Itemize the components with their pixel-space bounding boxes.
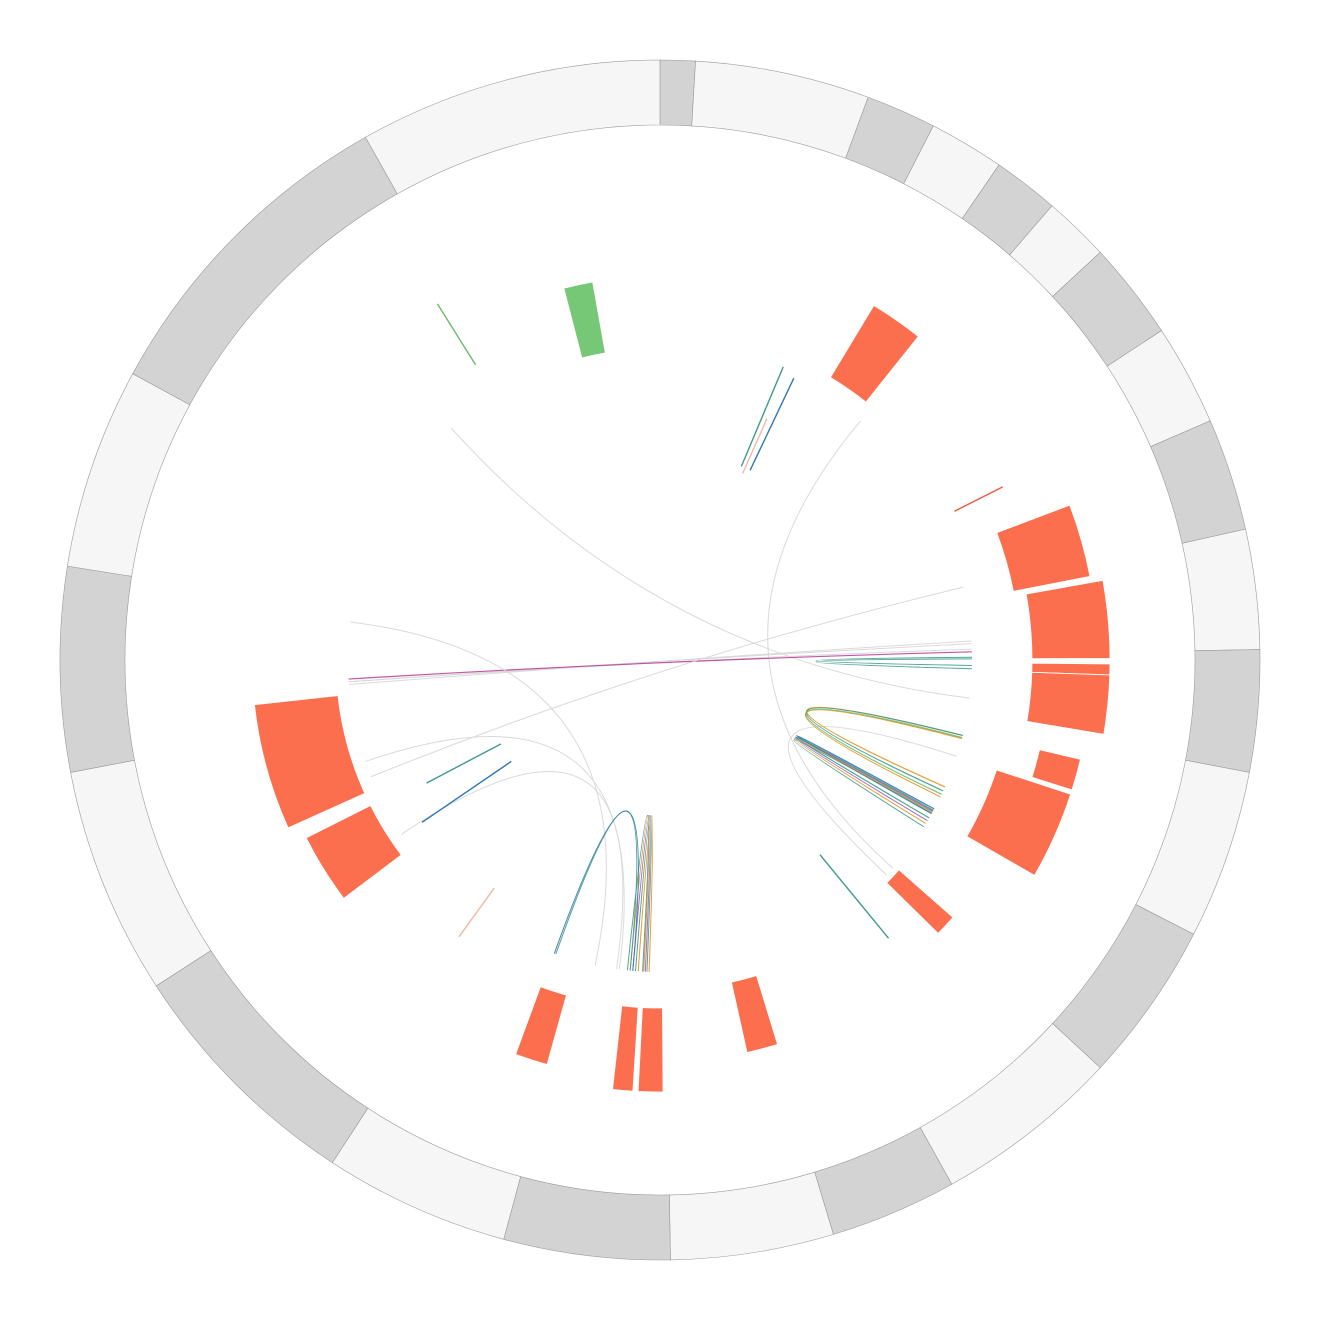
- ideogram-segment-19: [155, 950, 369, 1164]
- track-block-12: [612, 1005, 639, 1092]
- track-block-2: [829, 304, 919, 403]
- ideogram-segment-24: [365, 59, 661, 195]
- ideogram-segment-18: [331, 1107, 521, 1240]
- link-18: [794, 737, 934, 822]
- track-block-1: [563, 281, 606, 359]
- track-block-14: [305, 805, 402, 899]
- link-15: [804, 709, 963, 798]
- radial-tick-2: [742, 418, 768, 474]
- link-21: [815, 656, 972, 666]
- radial-tick-layer: [421, 303, 1004, 939]
- track-block-10: [730, 975, 779, 1053]
- link-28: [555, 810, 638, 971]
- radial-tick-8: [426, 743, 502, 784]
- track-block-15: [254, 695, 366, 829]
- ideogram-segment-2: [691, 60, 869, 159]
- radial-tick-6: [458, 887, 495, 938]
- link-24: [635, 815, 652, 972]
- ideogram-segment-14: [919, 1023, 1101, 1185]
- link-25: [632, 815, 651, 972]
- track-block-3: [996, 504, 1091, 592]
- ideogram-segment-16: [669, 1171, 834, 1261]
- track-block-8: [966, 769, 1072, 876]
- link-layer: [348, 420, 973, 972]
- ideogram-segment-1: [659, 59, 696, 127]
- ideogram-segment-10: [1181, 528, 1261, 651]
- radial-tick-7: [421, 760, 512, 823]
- radial-tick-3: [740, 366, 784, 467]
- link-11: [401, 771, 624, 970]
- ideogram-segment-17: [503, 1176, 671, 1261]
- radial-tick-1: [749, 377, 795, 471]
- link-3: [450, 427, 970, 699]
- track-block-6: [1026, 671, 1111, 735]
- track-block-4: [1025, 579, 1111, 660]
- link-17: [795, 736, 934, 819]
- link-29: [553, 810, 639, 971]
- track-block-9: [886, 869, 954, 934]
- ideogram-segment-20: [70, 759, 212, 987]
- track-block-13: [515, 986, 567, 1066]
- link-23: [637, 815, 654, 972]
- ideogram-segment-23: [132, 136, 398, 406]
- link-6: [348, 640, 972, 685]
- radial-tick-5: [819, 854, 890, 939]
- link-9: [350, 621, 607, 966]
- link-10: [364, 736, 625, 970]
- link-20: [793, 739, 933, 828]
- link-2: [767, 420, 893, 869]
- ideogram-segment-22: [67, 373, 191, 577]
- ideogram-segment-21: [59, 565, 135, 773]
- track-block-7: [1031, 749, 1081, 791]
- link-22: [815, 658, 973, 670]
- radial-tick-4: [954, 486, 1004, 512]
- link-8: [370, 586, 964, 778]
- link-19: [794, 738, 933, 824]
- block-track: [254, 281, 1111, 1093]
- radial-tick-9: [436, 303, 477, 366]
- ideogram-segment-12: [1135, 759, 1250, 935]
- ideogram-segment-11: [1185, 649, 1261, 773]
- link-7: [348, 651, 972, 680]
- track-block-11: [637, 1007, 664, 1093]
- ideogram-ring: [59, 59, 1261, 1261]
